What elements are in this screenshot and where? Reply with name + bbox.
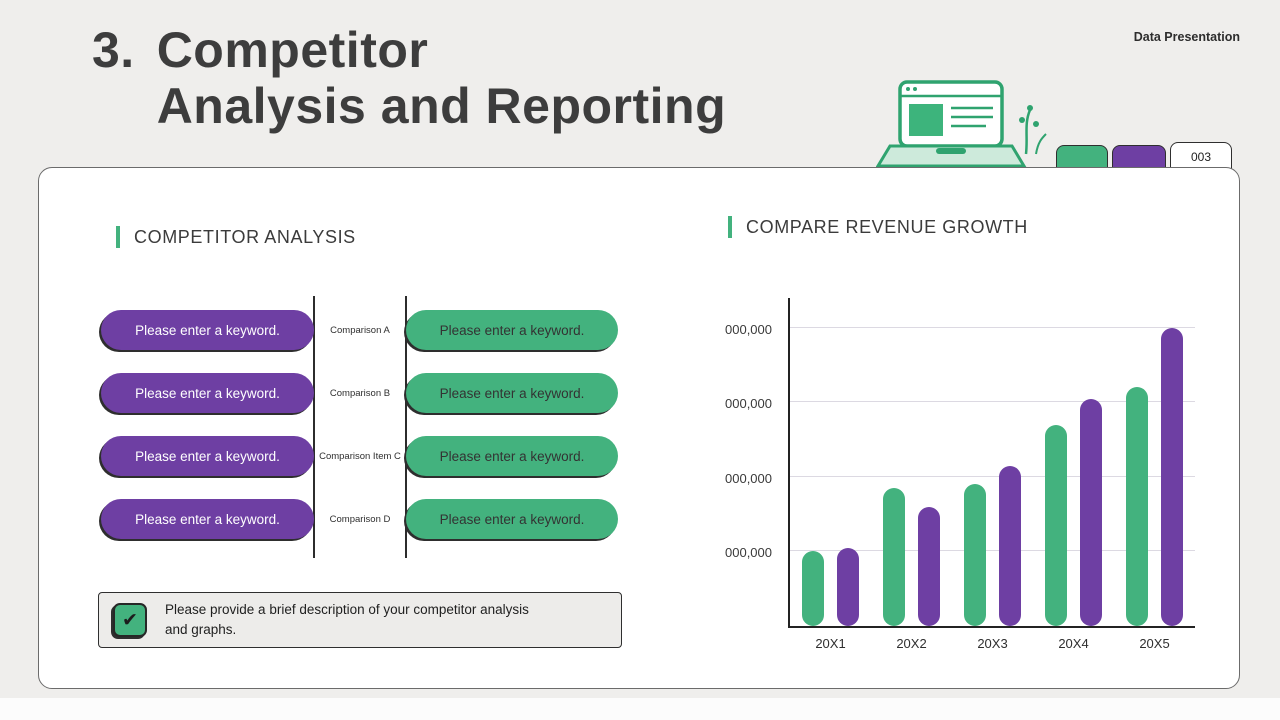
chart-bar-group xyxy=(952,298,1033,626)
title-line-1: Competitor xyxy=(156,22,429,78)
chart-bar-green-series xyxy=(1045,424,1067,626)
chart-y-tick-label: 000,000 xyxy=(725,321,772,337)
laptop-illustration-icon xyxy=(876,80,1047,168)
chart-bar-green-series xyxy=(1126,387,1148,626)
chart-bar-purple-series xyxy=(837,547,859,626)
chart-bar-purple-series xyxy=(999,465,1021,626)
title-lines: Competitor Analysis and Reporting xyxy=(157,22,726,134)
chart-plot xyxy=(788,298,1195,628)
chart-y-tick-label: 000,000 xyxy=(725,396,772,412)
chart-bar-green-series xyxy=(802,551,824,626)
keyword-input-right[interactable]: Please enter a keyword. xyxy=(406,373,618,413)
comparison-label: Comparison Item C xyxy=(319,450,401,462)
chart-x-tick-label: 20X5 xyxy=(1139,636,1170,651)
chart-bar-group xyxy=(871,298,952,626)
keyword-input-left[interactable]: Please enter a keyword. xyxy=(101,310,314,350)
table-row: Please enter a keyword. Comparison Item … xyxy=(101,436,618,476)
chart-bar-green-series xyxy=(964,484,986,626)
chart-gridline xyxy=(790,475,1195,477)
revenue-growth-title: COMPARE REVENUE GROWTH xyxy=(746,216,1028,237)
content-card: COMPETITOR ANALYSIS Please enter a keywo… xyxy=(38,167,1240,689)
chart-bar-group xyxy=(1033,298,1114,626)
chart-x-tick-label: 20X2 xyxy=(896,636,927,651)
chart-bar-purple-series xyxy=(1161,327,1183,626)
keyword-input-right[interactable]: Please enter a keyword. xyxy=(406,436,618,476)
chart-bar-purple-series xyxy=(1080,398,1102,626)
chart-bar-group xyxy=(790,298,871,626)
chart-x-tick-label: 20X3 xyxy=(977,636,1008,651)
revenue-bar-chart: 000,000 000,000 000,000 000,000 20X1 20X2 20X… xyxy=(698,298,1195,651)
chart-x-labels: 20X1 20X2 20X3 20X4 20X5 xyxy=(790,636,1195,651)
competitor-analysis-heading: COMPETITOR ANALYSIS xyxy=(116,226,356,248)
chart-gridline xyxy=(790,550,1195,552)
chart-bar-groups xyxy=(790,298,1195,626)
chart-area: 000,000 000,000 000,000 000,000 xyxy=(698,298,1195,628)
chart-y-tick-label: 000,000 xyxy=(725,470,772,486)
title-line-2: Analysis and Reporting xyxy=(156,78,727,134)
chart-x-tick-label: 20X1 xyxy=(815,636,846,651)
bottom-strip xyxy=(0,698,1280,720)
green-accent-bar xyxy=(728,216,732,238)
chart-y-tick-label: 000,000 xyxy=(725,545,772,561)
page-number-label: 003 xyxy=(1190,149,1212,164)
table-row: Please enter a keyword. Comparison A Ple… xyxy=(101,310,618,350)
chart-bar-group xyxy=(1114,298,1195,626)
tab-purple[interactable] xyxy=(1112,145,1166,171)
table-row: Please enter a keyword. Comparison B Ple… xyxy=(101,373,618,413)
chart-y-labels: 000,000 000,000 000,000 000,000 xyxy=(698,298,788,626)
chart-bar-green-series xyxy=(883,488,905,626)
page-title: 3. Competitor Analysis and Reporting xyxy=(92,22,726,134)
description-note-box: ✔ Please provide a brief description of … xyxy=(98,592,622,648)
table-divider-left xyxy=(313,296,315,558)
title-number: 3. xyxy=(92,22,135,78)
chart-gridline xyxy=(790,401,1195,403)
comparison-label: Comparison D xyxy=(329,513,391,525)
tab-page-number[interactable]: 003 xyxy=(1170,142,1232,171)
keyword-input-left[interactable]: Please enter a keyword. xyxy=(101,499,314,539)
chart-bar-purple-series xyxy=(918,506,940,626)
check-icon[interactable]: ✔ xyxy=(113,603,147,637)
chart-gridline xyxy=(790,326,1195,328)
revenue-growth-heading: COMPARE REVENUE GROWTH xyxy=(728,216,1028,238)
note-text: Please provide a brief description of yo… xyxy=(165,602,529,637)
competitor-analysis-title: COMPETITOR ANALYSIS xyxy=(134,226,356,247)
green-accent-bar xyxy=(116,226,120,248)
keyword-input-left[interactable]: Please enter a keyword. xyxy=(101,373,314,413)
comparison-label: Comparison A xyxy=(330,324,390,336)
chart-x-tick-label: 20X4 xyxy=(1058,636,1089,651)
table-divider-right xyxy=(405,296,407,558)
keyword-input-right[interactable]: Please enter a keyword. xyxy=(406,310,618,350)
comparison-table: Please enter a keyword. Comparison A Ple… xyxy=(101,296,618,558)
table-row: Please enter a keyword. Comparison D Ple… xyxy=(101,499,618,539)
keyword-input-right[interactable]: Please enter a keyword. xyxy=(406,499,618,539)
keyword-input-left[interactable]: Please enter a keyword. xyxy=(101,436,314,476)
comparison-label: Comparison B xyxy=(329,387,391,399)
deck-label: Data Presentation xyxy=(1133,30,1240,44)
